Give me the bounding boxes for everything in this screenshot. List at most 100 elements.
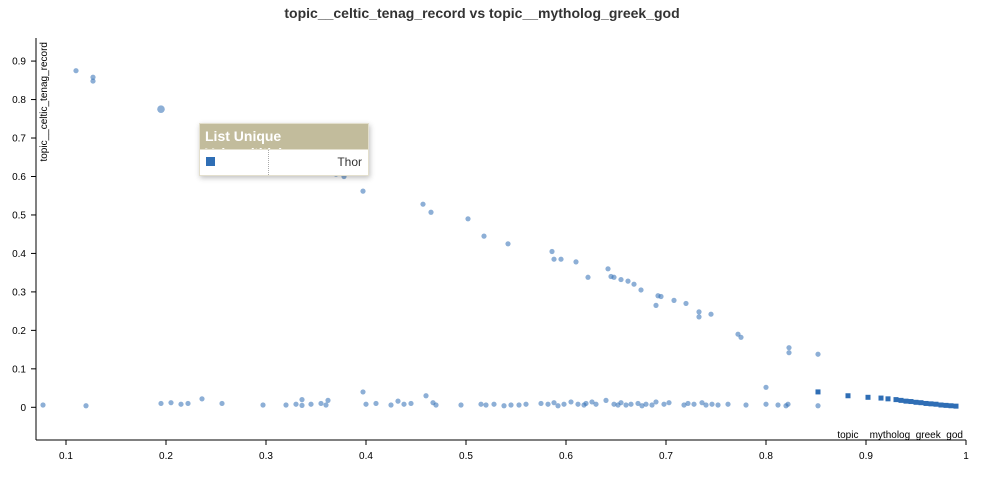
highlighted-point[interactable] <box>845 393 851 399</box>
scatter-point[interactable] <box>763 384 769 390</box>
scatter-point[interactable] <box>786 350 792 356</box>
scatter-point[interactable] <box>653 302 659 308</box>
scatter-point[interactable] <box>635 400 641 407</box>
scatter-point[interactable] <box>185 400 191 407</box>
scatter-point[interactable] <box>558 256 564 262</box>
scatter-point[interactable] <box>501 403 507 409</box>
scatter-point[interactable] <box>299 402 305 408</box>
highlighted-point[interactable] <box>933 401 939 407</box>
scatter-point[interactable] <box>90 74 96 80</box>
scatter-point[interactable] <box>699 400 705 406</box>
scatter-point[interactable] <box>623 402 629 408</box>
highlighted-point[interactable] <box>953 403 959 409</box>
scatter-point[interactable] <box>551 256 557 262</box>
scatter-point[interactable] <box>401 401 407 407</box>
scatter-point[interactable] <box>625 278 631 284</box>
scatter-point[interactable] <box>703 402 709 408</box>
scatter-point[interactable] <box>420 201 426 207</box>
scatter-point[interactable] <box>763 401 769 407</box>
scatter-point[interactable] <box>709 401 715 407</box>
highlighted-point[interactable] <box>898 397 904 403</box>
scatter-point[interactable] <box>618 400 624 406</box>
scatter-point[interactable] <box>395 398 401 404</box>
scatter-point[interactable] <box>465 216 471 222</box>
scatter-point[interactable] <box>631 281 637 287</box>
scatter-point[interactable] <box>683 300 689 307</box>
scatter-point[interactable] <box>775 402 781 408</box>
scatter-point[interactable] <box>551 400 557 406</box>
scatter-point[interactable] <box>323 402 329 408</box>
highlighted-point[interactable] <box>908 399 914 405</box>
scatter-point[interactable] <box>360 389 366 395</box>
scatter-point[interactable] <box>360 188 366 194</box>
scatter-point[interactable] <box>293 401 299 407</box>
scatter-point[interactable] <box>575 401 581 407</box>
scatter-point[interactable] <box>738 334 744 340</box>
scatter-point[interactable] <box>388 402 394 408</box>
scatter-point[interactable] <box>643 401 649 407</box>
highlighted-point[interactable] <box>943 402 949 408</box>
scatter-point[interactable] <box>691 401 697 407</box>
scatter-point[interactable] <box>325 397 331 403</box>
scatter-point[interactable] <box>178 401 184 407</box>
scatter-point[interactable] <box>157 105 165 113</box>
scatter-point[interactable] <box>318 400 324 407</box>
scatter-point[interactable] <box>725 401 731 407</box>
scatter-point[interactable] <box>516 402 522 408</box>
highlighted-point[interactable] <box>885 396 891 402</box>
highlighted-point[interactable] <box>878 395 884 401</box>
scatter-point[interactable] <box>158 400 164 407</box>
highlighted-point[interactable] <box>918 400 924 406</box>
scatter-point[interactable] <box>605 266 611 272</box>
scatter-point[interactable] <box>481 233 487 239</box>
scatter-point[interactable] <box>785 401 791 407</box>
scatter-point[interactable] <box>428 209 434 215</box>
scatter-point[interactable] <box>743 402 749 408</box>
scatter-point[interactable] <box>815 403 821 409</box>
scatter-point[interactable] <box>568 399 574 405</box>
scatter-point[interactable] <box>611 401 617 407</box>
scatter-point[interactable] <box>363 401 369 407</box>
scatter-point[interactable] <box>491 401 497 407</box>
scatter-point[interactable] <box>458 402 464 408</box>
scatter-point[interactable] <box>671 297 677 303</box>
scatter-point[interactable] <box>283 402 289 408</box>
scatter-point[interactable] <box>433 402 439 408</box>
scatter-point[interactable] <box>786 345 792 351</box>
scatter-point[interactable] <box>661 401 667 407</box>
scatter-point[interactable] <box>73 68 79 74</box>
scatter-point[interactable] <box>549 248 555 255</box>
scatter-point[interactable] <box>593 401 599 407</box>
scatter-point[interactable] <box>696 314 702 320</box>
scatter-point[interactable] <box>685 400 691 407</box>
scatter-point[interactable] <box>815 351 821 357</box>
highlighted-point[interactable] <box>893 397 899 403</box>
scatter-point[interactable] <box>611 274 617 280</box>
highlighted-point[interactable] <box>923 400 929 406</box>
scatter-point[interactable] <box>715 402 721 408</box>
scatter-point[interactable] <box>83 403 89 409</box>
scatter-point[interactable] <box>508 402 514 408</box>
scatter-point[interactable] <box>90 78 96 84</box>
scatter-point[interactable] <box>589 399 595 405</box>
scatter-point[interactable] <box>583 400 589 407</box>
scatter-point[interactable] <box>649 402 655 408</box>
scatter-point[interactable] <box>658 293 664 300</box>
scatter-point[interactable] <box>638 287 644 293</box>
scatter-point[interactable] <box>696 309 702 315</box>
scatter-point[interactable] <box>523 401 529 407</box>
highlighted-point[interactable] <box>938 402 944 408</box>
highlighted-point[interactable] <box>903 398 909 404</box>
scatter-point[interactable] <box>373 400 379 407</box>
scatter-point[interactable] <box>639 403 645 409</box>
scatter-point[interactable] <box>603 397 609 403</box>
highlighted-point[interactable] <box>948 403 954 409</box>
scatter-point[interactable] <box>585 274 591 280</box>
scatter-point[interactable] <box>478 401 484 407</box>
scatter-point[interactable] <box>561 401 567 407</box>
scatter-point[interactable] <box>555 403 561 409</box>
scatter-point[interactable] <box>681 402 687 408</box>
scatter-point[interactable] <box>653 399 659 405</box>
scatter-point[interactable] <box>505 241 511 247</box>
highlighted-point[interactable] <box>815 389 821 395</box>
